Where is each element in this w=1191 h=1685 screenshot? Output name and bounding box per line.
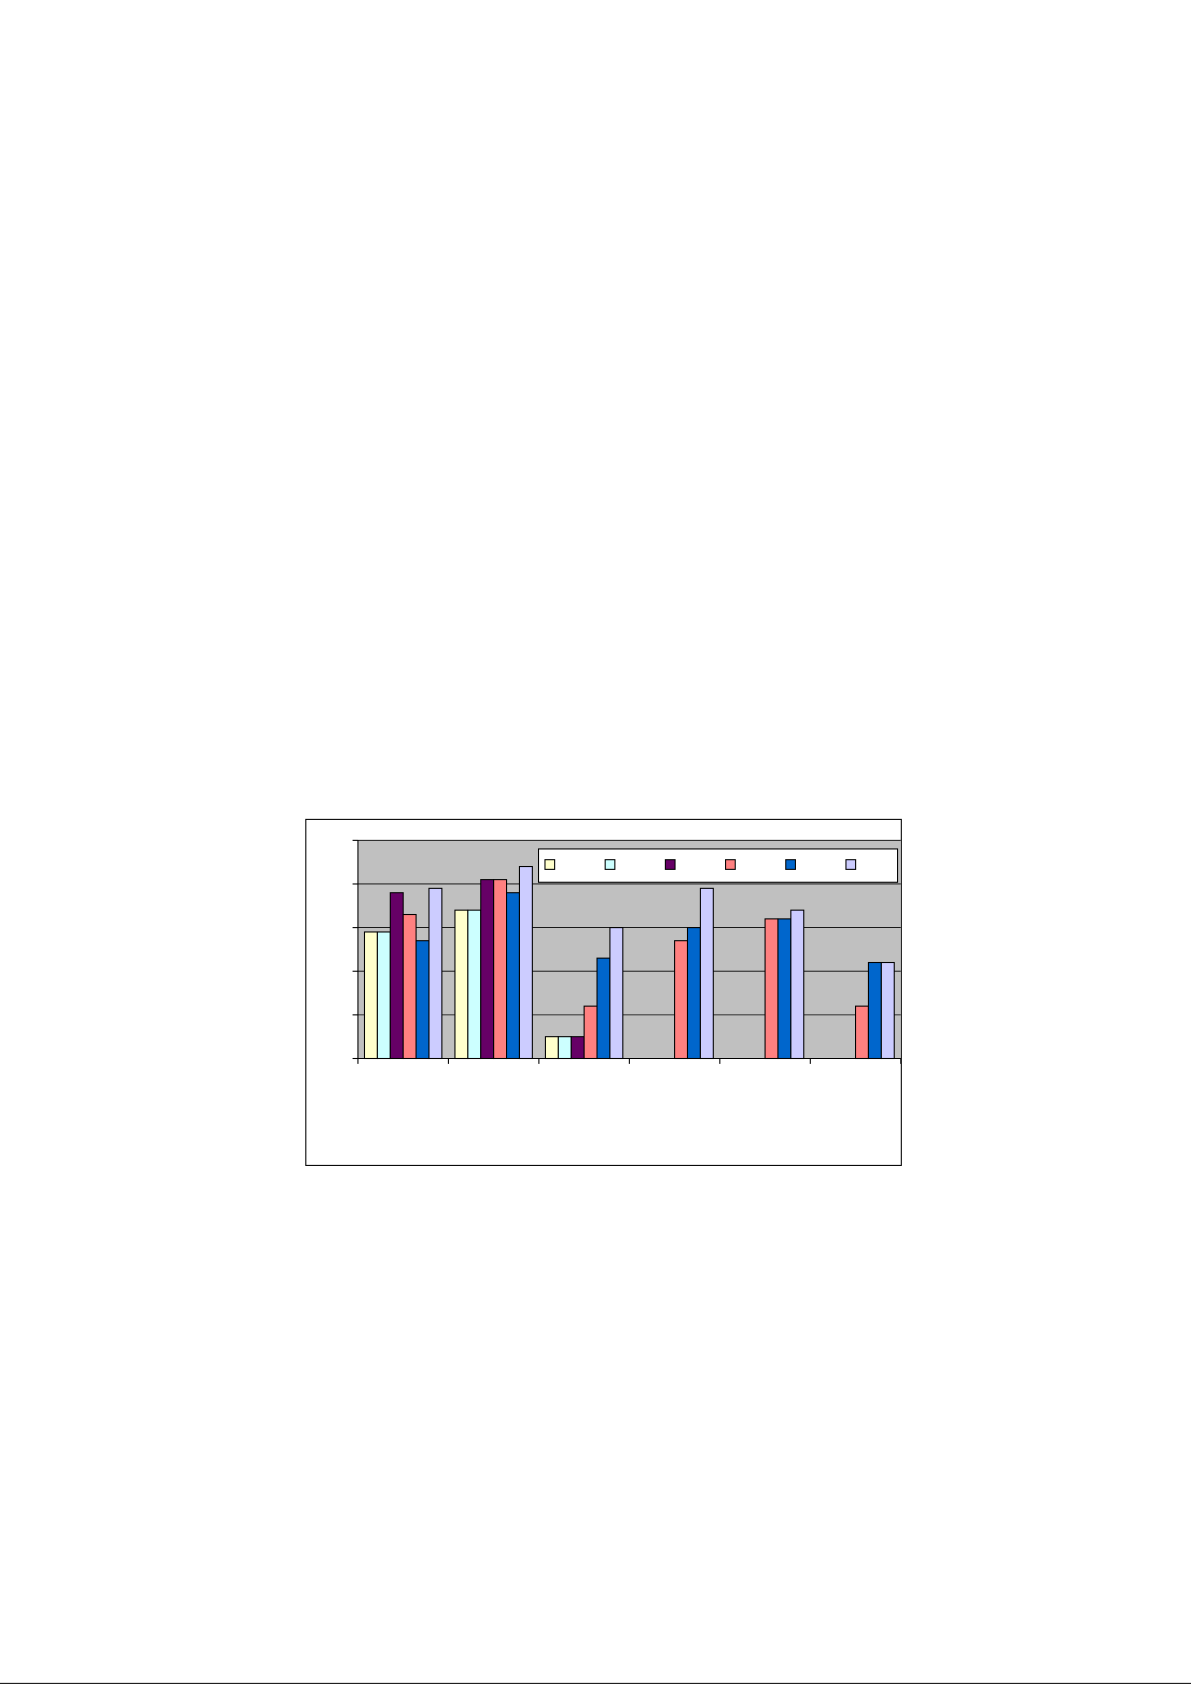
bar [467, 909, 482, 1060]
bar [609, 927, 624, 1060]
bar [480, 879, 495, 1060]
bar [686, 927, 701, 1060]
bar [389, 892, 404, 1060]
bar [570, 1036, 585, 1060]
bar [493, 879, 508, 1060]
bar [674, 940, 689, 1060]
bar [790, 909, 805, 1060]
bar [583, 1005, 598, 1060]
legend [537, 848, 899, 883]
bar [363, 931, 378, 1060]
bar [699, 887, 714, 1060]
bar [855, 1005, 869, 1060]
bar [880, 961, 895, 1060]
bar [867, 961, 882, 1060]
legend-swatch [544, 859, 556, 870]
bar [596, 957, 611, 1060]
legend-swatch [664, 859, 676, 870]
legend-swatch [845, 859, 857, 870]
bar [506, 892, 520, 1060]
legend-swatch [604, 859, 616, 870]
bar [518, 865, 533, 1060]
bar [557, 1036, 572, 1060]
bar [764, 918, 779, 1060]
bar [777, 918, 792, 1060]
legend-swatch [785, 859, 796, 870]
bar [376, 931, 391, 1060]
bar [454, 909, 469, 1060]
legend-swatch [725, 859, 736, 870]
bar [402, 913, 417, 1060]
bar [415, 940, 430, 1060]
bar [428, 887, 443, 1060]
bar [544, 1036, 559, 1060]
